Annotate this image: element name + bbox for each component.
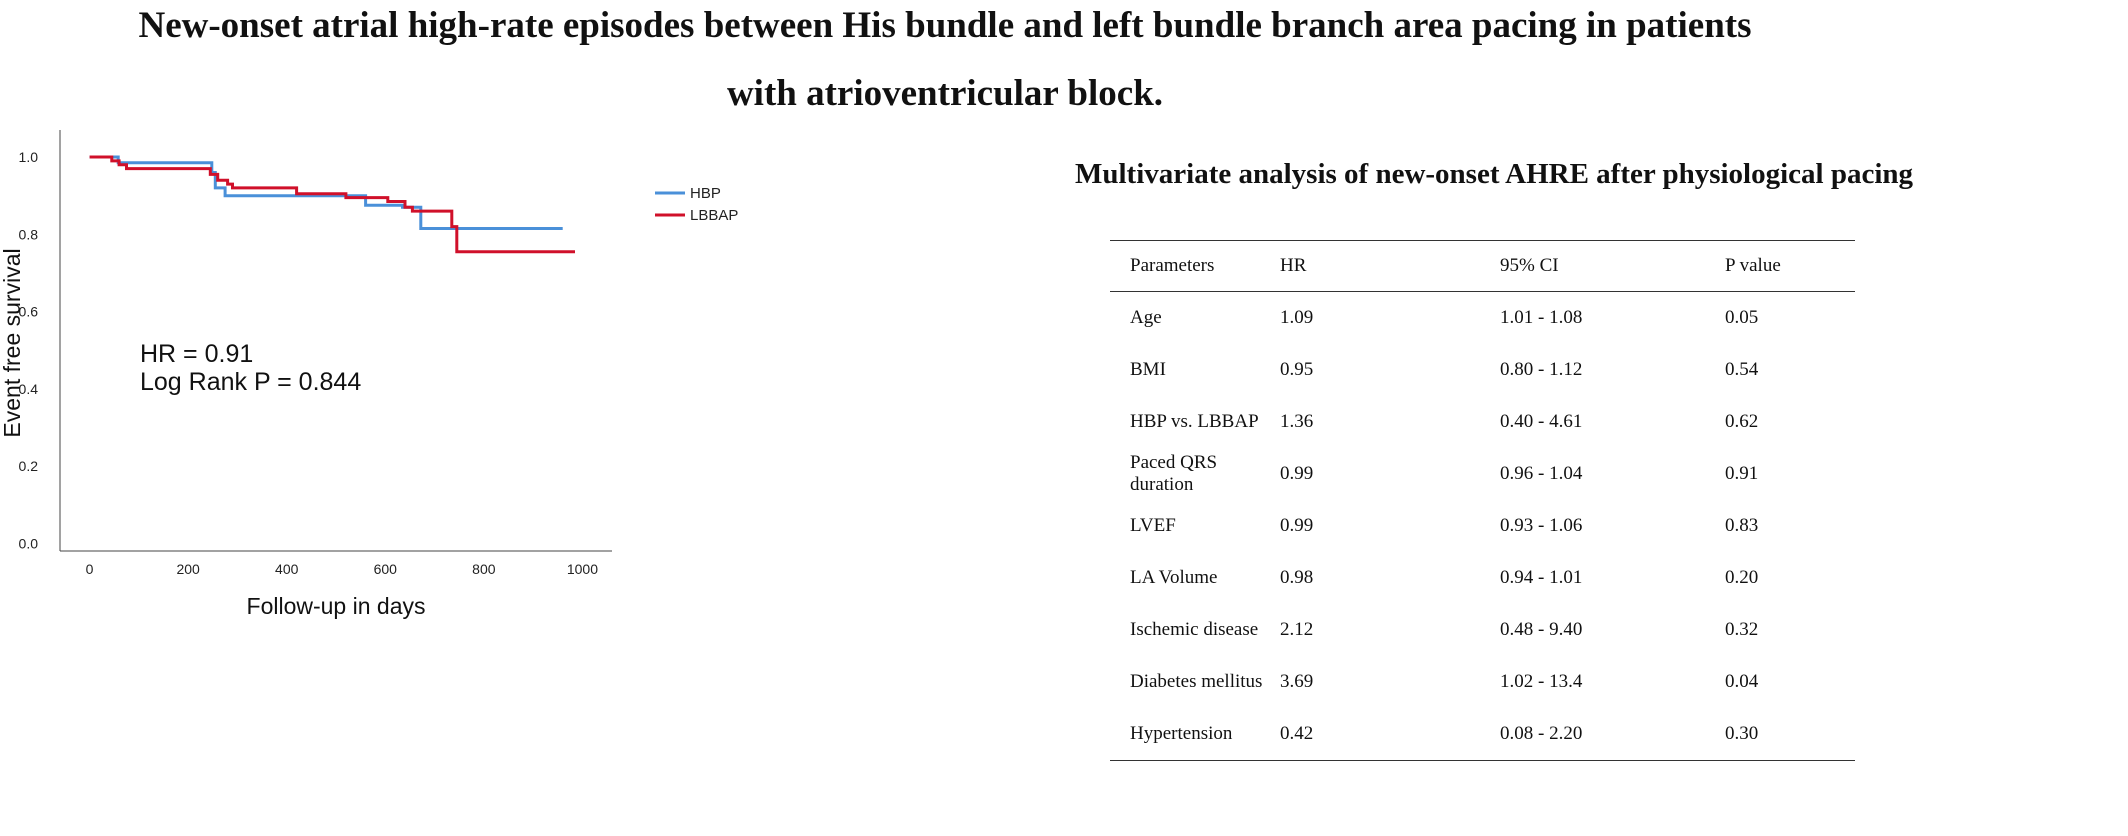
figure-title-line-2: with atrioventricular block. — [726, 73, 1164, 114]
parameter-cell: HBP vs. LBBAP — [1130, 411, 1259, 432]
parameter-cell: LVEF — [1130, 515, 1176, 536]
multivariate-table: Parameters HR 95% CI P value Age 1.09 1.01… — [1110, 240, 1855, 761]
hr-cell: 3.69 — [1280, 671, 1314, 692]
y-axis-title: Event free survival — [0, 248, 25, 437]
y-tick-label: 0.6 — [19, 304, 39, 320]
y-tick-label: 0.0 — [19, 535, 39, 551]
p-value-cell: 0.04 — [1725, 671, 1759, 692]
x-tick-label: 1000 — [567, 561, 598, 577]
p-value-cell: 0.83 — [1725, 515, 1759, 536]
table-row: HBP vs. LBBAP 1.36 0.40 - 4.61 0.62 — [1110, 396, 1855, 448]
parameter-cell: Paced QRS duration — [1130, 452, 1218, 495]
table-header-row: Parameters HR 95% CI P value — [1110, 240, 1855, 292]
x-tick-label: 400 — [275, 561, 299, 577]
x-tick-label: 200 — [176, 561, 200, 577]
table-row: Age 1.09 1.01 - 1.08 0.05 — [1110, 292, 1855, 345]
y-tick-label: 0.2 — [19, 458, 39, 474]
ci-cell: 0.40 - 4.61 — [1500, 411, 1583, 432]
parameter-cell: Diabetes mellitus — [1130, 671, 1263, 692]
parameter-cell: Age — [1130, 307, 1162, 328]
parameter-cell: Hypertension — [1130, 723, 1233, 744]
series-line-lbbap — [89, 155, 575, 254]
ci-cell: 0.94 - 1.01 — [1500, 567, 1583, 588]
legend-label-hbp: HBP — [690, 185, 721, 202]
hr-annotation: HR = 0.91 — [140, 340, 253, 368]
table-body: Age 1.09 1.01 - 1.08 0.05 BMI 0.95 0.80 - 1.12… — [1110, 292, 1855, 761]
x-tick-label: 0 — [86, 561, 94, 577]
table-row: LA Volume 0.98 0.94 - 1.01 0.20 — [1110, 552, 1855, 604]
table-row: Hypertension 0.42 0.08 - 2.20 0.30 — [1110, 708, 1855, 761]
header-hr: HR — [1280, 255, 1307, 276]
x-axis-title: Follow-up in days — [247, 593, 426, 619]
hr-cell: 0.98 — [1280, 567, 1314, 588]
parameter-cell: Ischemic disease — [1130, 619, 1259, 640]
hr-cell: 0.95 — [1280, 359, 1314, 380]
header-parameters: Parameters — [1130, 255, 1215, 276]
ci-cell: 0.08 - 2.20 — [1500, 723, 1583, 744]
hr-cell: 1.36 — [1280, 411, 1314, 432]
ci-cell: 1.02 - 13.4 — [1500, 671, 1583, 692]
km-chart: 0.0 0.2 0.4 0.6 0.8 1.0 0 200 400 600 800 1000 Follo… — [0, 130, 1040, 836]
header-p-value: P value — [1725, 255, 1781, 276]
y-tick-label: 1.0 — [19, 149, 39, 165]
hr-cell: 0.99 — [1280, 463, 1314, 484]
ci-cell: 0.48 - 9.40 — [1500, 619, 1583, 640]
ci-cell: 1.01 - 1.08 — [1500, 307, 1583, 328]
p-value-cell: 0.20 — [1725, 567, 1759, 588]
p-value-cell: 0.91 — [1725, 463, 1759, 484]
p-value-cell: 0.05 — [1725, 307, 1759, 328]
legend-label-lbbap: LBBAP — [690, 207, 738, 224]
table-title: Multivariate analysis of new-onset AHRE … — [1075, 158, 1914, 190]
table-row: LVEF 0.99 0.93 - 1.06 0.83 — [1110, 500, 1855, 552]
table-row: Ischemic disease 2.12 0.48 - 9.40 0.32 — [1110, 604, 1855, 656]
hr-cell: 0.42 — [1280, 723, 1314, 744]
parameter-cell: LA Volume — [1130, 567, 1218, 588]
p-value-cell: 0.54 — [1725, 359, 1759, 380]
table-row: Paced QRS duration 0.99 0.96 - 1.04 0.91 — [1110, 448, 1855, 500]
hr-cell: 1.09 — [1280, 307, 1314, 328]
table-row: BMI 0.95 0.80 - 1.12 0.54 — [1110, 344, 1855, 396]
header-ci: 95% CI — [1500, 255, 1559, 276]
x-tick-label: 600 — [374, 561, 398, 577]
ci-cell: 0.96 - 1.04 — [1500, 463, 1583, 484]
p-value-cell: 0.62 — [1725, 411, 1759, 432]
hr-cell: 0.99 — [1280, 515, 1314, 536]
figure-title-line-1: New-onset atrial high-rate episodes betw… — [138, 5, 1752, 46]
hr-cell: 2.12 — [1280, 619, 1314, 640]
y-tick-label: 0.4 — [19, 381, 39, 397]
p-value-cell: 0.30 — [1725, 723, 1759, 744]
ci-cell: 0.93 - 1.06 — [1500, 515, 1583, 536]
km-chart-svg: 0.0 0.2 0.4 0.6 0.8 1.0 0 200 400 600 800 1000 Follo… — [0, 130, 738, 619]
parameter-cell: BMI — [1130, 359, 1166, 380]
x-tick-label: 800 — [472, 561, 496, 577]
log-rank-annotation: Log Rank P = 0.844 — [140, 368, 361, 396]
p-value-cell: 0.32 — [1725, 619, 1759, 640]
ci-cell: 0.80 - 1.12 — [1500, 359, 1583, 380]
table-row: Diabetes mellitus 3.69 1.02 - 13.4 0.04 — [1110, 656, 1855, 708]
y-tick-label: 0.8 — [19, 226, 39, 242]
